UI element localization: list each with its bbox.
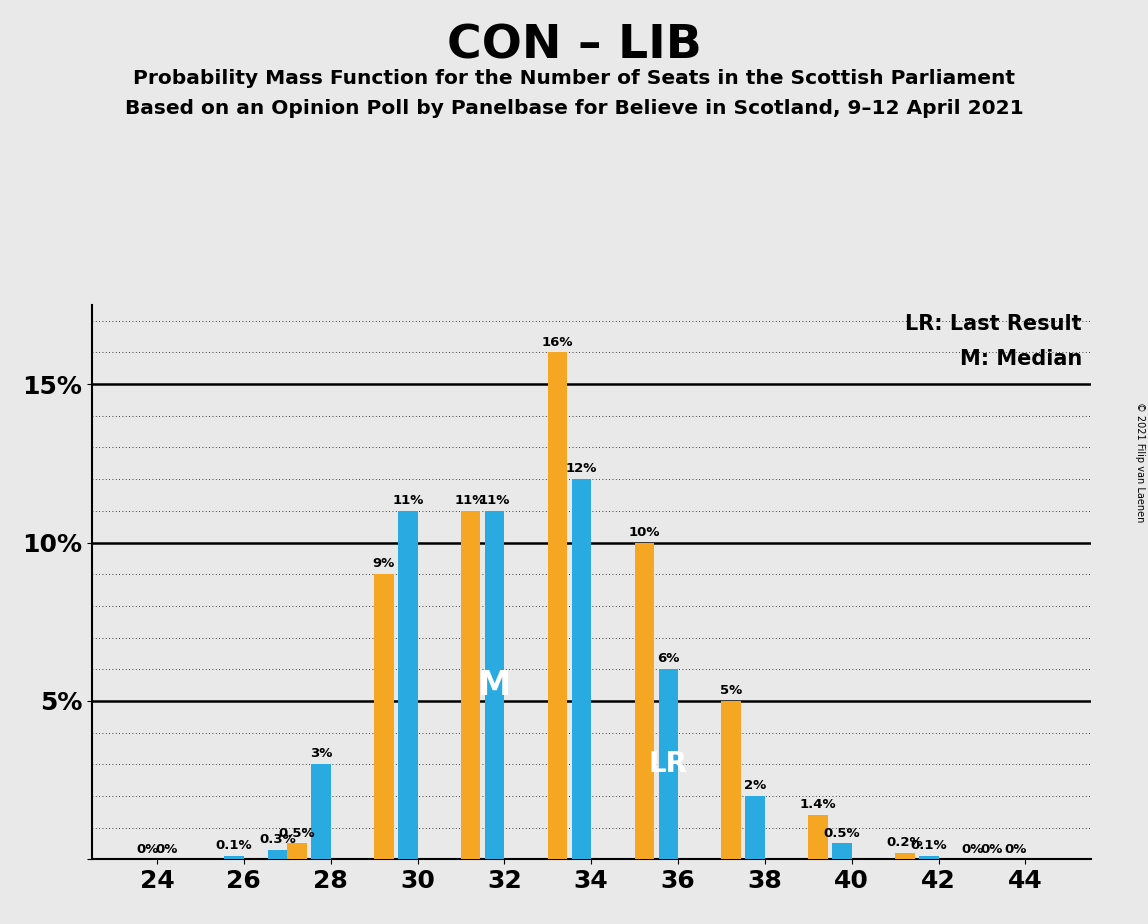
Bar [484,511,504,859]
Bar [745,796,765,859]
Text: 0%: 0% [980,843,1003,856]
Text: 2%: 2% [744,779,766,792]
Text: 5%: 5% [720,684,743,697]
Text: 11%: 11% [455,494,487,507]
Text: 0.2%: 0.2% [886,836,923,849]
Text: 0%: 0% [135,843,158,856]
Text: 3%: 3% [310,748,332,760]
Bar [374,574,394,859]
Bar [224,857,243,859]
Text: 10%: 10% [629,526,660,539]
Text: 0.1%: 0.1% [910,839,947,852]
Text: 0.5%: 0.5% [279,827,316,840]
Text: 0%: 0% [1004,843,1026,856]
Text: 9%: 9% [373,557,395,570]
Text: M: M [478,669,511,701]
Bar [659,669,678,859]
Text: Probability Mass Function for the Number of Seats in the Scottish Parliament: Probability Mass Function for the Number… [133,69,1015,89]
Text: 0.3%: 0.3% [259,833,296,846]
Text: 0.5%: 0.5% [823,827,860,840]
Text: 1.4%: 1.4% [800,798,837,811]
Bar [461,511,481,859]
Text: 0%: 0% [156,843,178,856]
Bar [721,701,742,859]
Bar [635,542,654,859]
Bar [311,764,331,859]
Text: 12%: 12% [566,462,597,475]
Text: Based on an Opinion Poll by Panelbase for Believe in Scotland, 9–12 April 2021: Based on an Opinion Poll by Panelbase fo… [125,99,1023,118]
Bar [572,480,591,859]
Bar [548,352,567,859]
Bar [398,511,418,859]
Bar [287,844,307,859]
Bar [267,850,287,859]
Bar [832,844,852,859]
Text: © 2021 Filip van Laenen: © 2021 Filip van Laenen [1135,402,1145,522]
Text: CON – LIB: CON – LIB [447,23,701,68]
Bar [920,857,939,859]
Text: LR: LR [649,750,688,778]
Text: 6%: 6% [657,652,680,665]
Bar [895,853,915,859]
Text: 16%: 16% [542,335,573,348]
Text: 11%: 11% [479,494,511,507]
Text: 11%: 11% [393,494,424,507]
Text: 0%: 0% [961,843,984,856]
Text: M: Median: M: Median [960,349,1081,370]
Bar [808,815,828,859]
Text: 0.1%: 0.1% [216,839,253,852]
Text: LR: Last Result: LR: Last Result [906,314,1081,334]
